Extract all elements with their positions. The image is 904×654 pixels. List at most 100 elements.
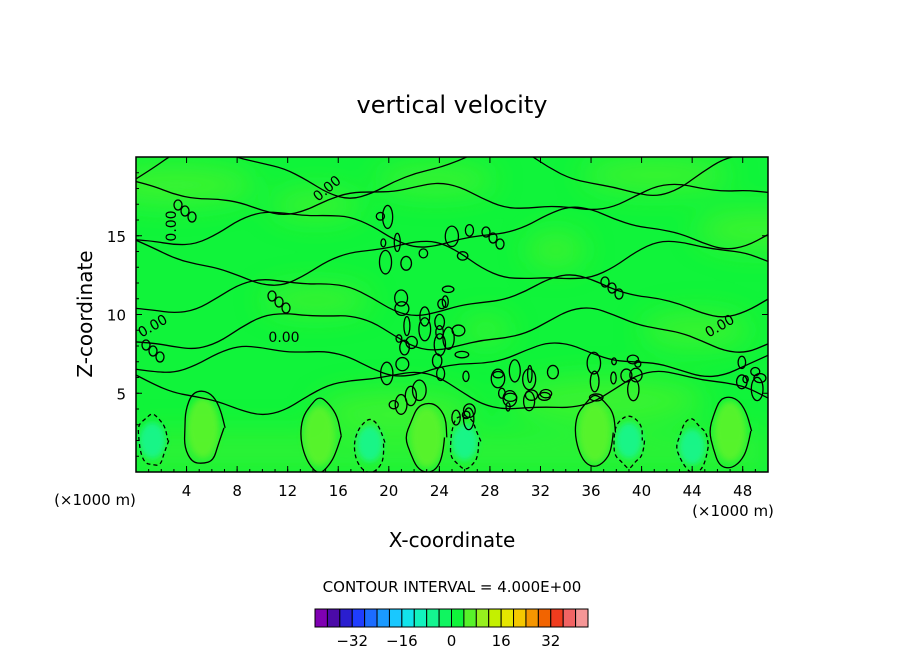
contour-line-1 bbox=[136, 180, 768, 215]
turb-loop-57 bbox=[588, 393, 604, 402]
turb-loop-32 bbox=[451, 409, 461, 426]
colorbar-swatch-17 bbox=[525, 608, 539, 628]
turb-loop-15 bbox=[442, 326, 455, 350]
turb-loop-25 bbox=[464, 223, 475, 237]
turb-loop-9 bbox=[434, 313, 446, 331]
cell-contour-0 bbox=[183, 390, 226, 464]
turb-loop-68 bbox=[737, 355, 747, 370]
colorbar-swatch-2 bbox=[339, 608, 353, 628]
oval-chain-3-0 bbox=[267, 290, 277, 302]
contour-lines bbox=[136, 157, 768, 472]
cell-contour-1 bbox=[300, 397, 342, 472]
contour-line-4 bbox=[136, 274, 768, 318]
x-tick-label-8: 36 bbox=[581, 482, 600, 500]
x-unit-left: (×1000 m) bbox=[54, 491, 136, 509]
turb-loop-34 bbox=[404, 385, 418, 407]
x-tick-label-9: 40 bbox=[632, 482, 651, 500]
turb-loop-14 bbox=[454, 350, 470, 359]
colorbar-swatch-8 bbox=[413, 608, 428, 628]
turb-loop-22 bbox=[388, 399, 399, 410]
turb-loop-54 bbox=[629, 367, 643, 383]
contour-line-0 bbox=[136, 157, 735, 199]
colorbar-swatch-6 bbox=[388, 608, 403, 628]
turb-loop-60 bbox=[610, 371, 617, 385]
x-tick-label-1: 8 bbox=[232, 482, 242, 500]
shade-patch-7 bbox=[506, 377, 706, 423]
updraft-cell-1 bbox=[303, 405, 336, 466]
turb-loop-33 bbox=[461, 410, 471, 420]
turb-loop-50 bbox=[497, 387, 506, 399]
cell-layer bbox=[139, 397, 747, 468]
contour-line-3 bbox=[136, 239, 768, 286]
x-tick-label-3: 16 bbox=[329, 482, 348, 500]
turb-loop-51 bbox=[524, 389, 539, 401]
contour-line-7 bbox=[136, 370, 768, 416]
x-axis-label: X-coordinate bbox=[389, 528, 516, 552]
oval-chain-4-1 bbox=[148, 345, 158, 357]
y-tick-label-1: 10 bbox=[107, 307, 126, 325]
updraft-cell-0 bbox=[186, 397, 219, 458]
turb-loop-24 bbox=[399, 339, 410, 356]
turb-loop-30 bbox=[419, 306, 431, 327]
turb-loop-48 bbox=[522, 390, 536, 412]
x-tick-label-4: 20 bbox=[379, 482, 398, 500]
shade-patch-2 bbox=[581, 157, 731, 193]
turb-loop-18 bbox=[393, 232, 401, 253]
colorbar-swatch-18 bbox=[537, 608, 552, 628]
x-tick-label-6: 28 bbox=[480, 482, 499, 500]
turb-loop-8 bbox=[418, 248, 429, 259]
shade-patch-5 bbox=[641, 312, 751, 348]
oval-chain-1-0 bbox=[481, 226, 491, 238]
oval-chain-0-2 bbox=[187, 211, 197, 223]
x-tick-label-11: 48 bbox=[733, 482, 752, 500]
y-axis-label: Z-coordinate bbox=[73, 250, 97, 377]
oval-chain-1-2 bbox=[495, 238, 505, 250]
turb-loop-27 bbox=[394, 393, 408, 415]
turb-loop-38 bbox=[451, 324, 466, 337]
colorbar-swatch-0 bbox=[314, 608, 328, 628]
colorbar-tick-label-0: −32 bbox=[336, 632, 368, 650]
turb-loop-16 bbox=[380, 238, 387, 248]
colorbar-swatch-12 bbox=[463, 608, 477, 628]
shade-patch-9 bbox=[791, 285, 861, 315]
downdraft-cell-4 bbox=[679, 428, 706, 465]
turb-loop-6 bbox=[456, 251, 469, 261]
y-tick-label-0: 5 bbox=[116, 385, 126, 403]
colorbar-swatch-16 bbox=[513, 608, 527, 628]
x-unit-right: (×1000 m) bbox=[692, 502, 774, 520]
cell-contour-9 bbox=[676, 418, 710, 472]
cell-contour-8 bbox=[613, 415, 646, 469]
colorbar-tick-label-1: −16 bbox=[386, 632, 418, 650]
turb-loop-37 bbox=[431, 353, 443, 369]
chart-title: vertical velocity bbox=[357, 91, 548, 119]
shade-layer bbox=[136, 157, 861, 472]
shade-patch-10 bbox=[526, 232, 586, 268]
downdraft-cell-2 bbox=[451, 424, 478, 461]
oval-chain-2-2 bbox=[614, 288, 624, 300]
turb-loop-10 bbox=[441, 285, 455, 294]
turb-loop-62 bbox=[589, 370, 600, 393]
colorbar-swatch-13 bbox=[475, 608, 490, 628]
plot-field bbox=[136, 157, 861, 472]
colorbar-swatch-5 bbox=[376, 608, 390, 628]
updraft-cell-3 bbox=[578, 402, 611, 463]
contour-interval-text: CONTOUR INTERVAL = 4.000E+00 bbox=[323, 578, 582, 596]
turb-loop-53 bbox=[537, 391, 552, 401]
colorbar-swatch-15 bbox=[500, 608, 515, 628]
contour-line-2 bbox=[136, 206, 768, 250]
turb-loop-17 bbox=[381, 204, 394, 230]
x-tick-label-10: 44 bbox=[683, 482, 702, 500]
turb-loop-3 bbox=[405, 335, 418, 350]
turb-loop-20 bbox=[436, 366, 446, 382]
updraft-cell-4 bbox=[714, 401, 747, 462]
cell-contour-4 bbox=[709, 396, 753, 469]
turb-loop-67 bbox=[750, 366, 761, 377]
colorbar-swatch-1 bbox=[326, 608, 341, 628]
contour-line-5 bbox=[136, 307, 768, 353]
cell-contour-2 bbox=[405, 402, 448, 472]
colorbar-tick-label-2: 0 bbox=[447, 632, 457, 650]
colorbar-swatch-9 bbox=[426, 608, 440, 628]
cell-contour-6 bbox=[353, 418, 386, 472]
turb-loop-5 bbox=[462, 407, 475, 431]
x-tick-label-0: 4 bbox=[182, 482, 192, 500]
